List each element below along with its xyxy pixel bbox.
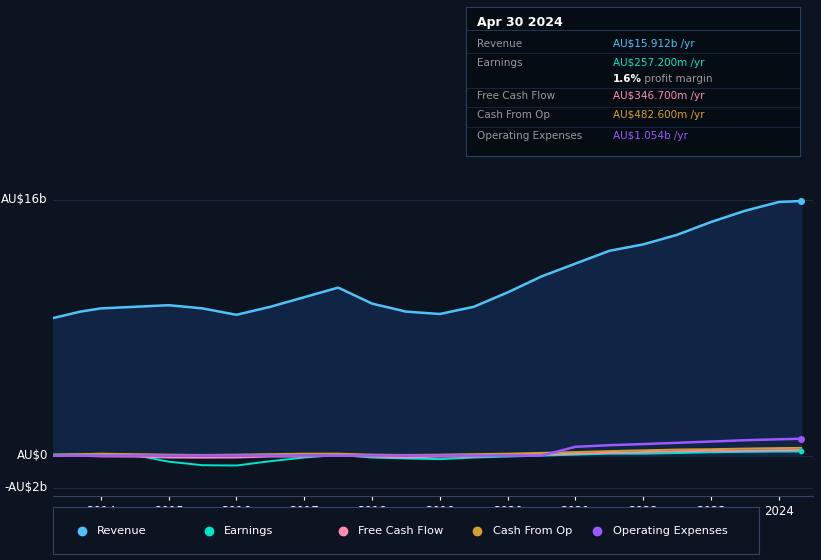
Text: Revenue: Revenue xyxy=(97,526,147,535)
Text: AU$482.600m /yr: AU$482.600m /yr xyxy=(613,110,704,120)
Text: Apr 30 2024: Apr 30 2024 xyxy=(477,16,563,29)
Text: Free Cash Flow: Free Cash Flow xyxy=(359,526,443,535)
Text: Cash From Op: Cash From Op xyxy=(477,110,550,120)
Text: Free Cash Flow: Free Cash Flow xyxy=(477,91,555,101)
Text: Operating Expenses: Operating Expenses xyxy=(477,132,582,141)
Text: Cash From Op: Cash From Op xyxy=(493,526,572,535)
Text: AU$15.912b /yr: AU$15.912b /yr xyxy=(613,39,695,49)
Text: 1.6%: 1.6% xyxy=(613,73,642,83)
Text: Earnings: Earnings xyxy=(224,526,273,535)
Text: profit margin: profit margin xyxy=(641,73,713,83)
Text: Earnings: Earnings xyxy=(477,58,523,68)
Text: AU$1.054b /yr: AU$1.054b /yr xyxy=(613,132,688,141)
Text: Revenue: Revenue xyxy=(477,39,522,49)
Text: AU$257.200m /yr: AU$257.200m /yr xyxy=(613,58,704,68)
Text: AU$346.700m /yr: AU$346.700m /yr xyxy=(613,91,704,101)
Text: Operating Expenses: Operating Expenses xyxy=(612,526,727,535)
